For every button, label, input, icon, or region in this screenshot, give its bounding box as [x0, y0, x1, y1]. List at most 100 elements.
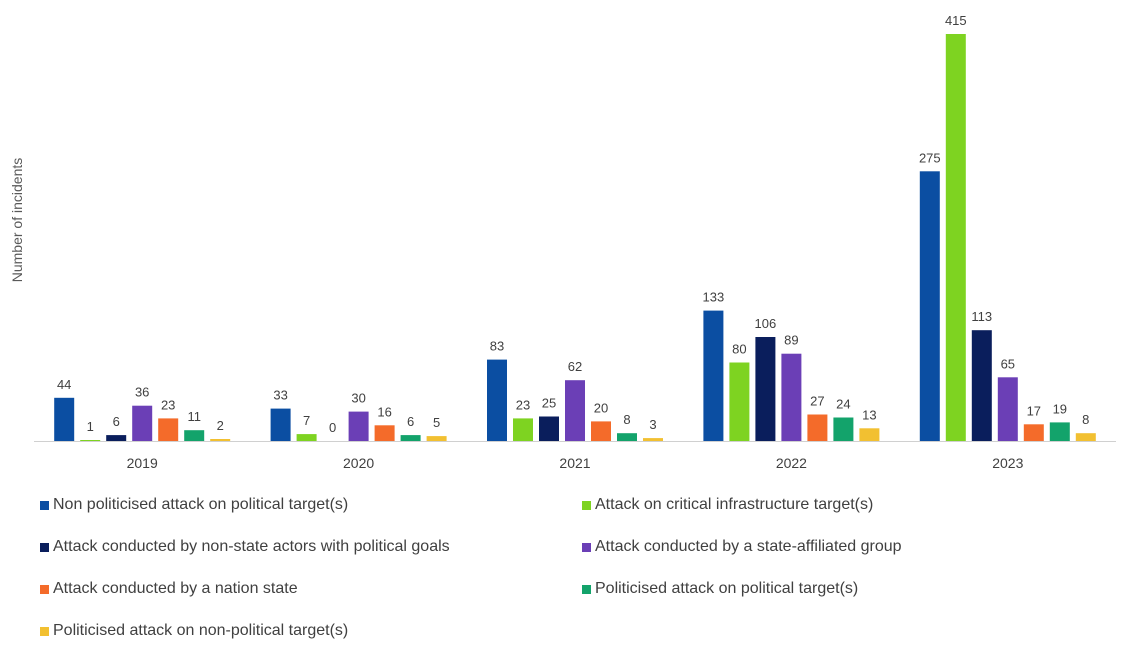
bar-2022-series-7	[859, 428, 880, 441]
bar-2021-series-5	[591, 421, 611, 441]
bar-2021-series-2	[513, 418, 533, 441]
bar-2021-series-1	[487, 359, 507, 441]
data-label-2019-series-3: 6	[113, 414, 120, 429]
bars-group	[54, 34, 1096, 442]
data-label-2019-series-2: 1	[87, 419, 94, 434]
data-label-2021-series-5: 20	[594, 400, 608, 415]
bar-2021-series-7	[643, 438, 663, 441]
legend-item-2: Attack on critical infrastructure target…	[582, 496, 873, 514]
bar-2019-series-5	[158, 418, 179, 441]
legend-item-6: Politicised attack on political target(s…	[582, 580, 858, 598]
data-label-2022-series-3: 106	[755, 316, 777, 331]
bar-2022-series-3	[755, 337, 776, 441]
legend-label: Non politicised attack on political targ…	[53, 496, 349, 513]
bar-2020-series-7	[426, 436, 447, 441]
data-label-2020-series-1: 33	[273, 388, 287, 403]
legend-swatch	[40, 626, 49, 636]
legend-label: Politicised attack on political target(s…	[595, 580, 859, 597]
bar-2023-series-2	[945, 34, 966, 441]
data-label-2021-series-3: 25	[542, 396, 556, 411]
bar-2023-series-6	[1049, 422, 1070, 441]
data-label-2021-series-6: 8	[623, 412, 630, 427]
legend-item-3: Attack conducted by non-state actors wit…	[40, 538, 450, 556]
bar-2019-series-6	[184, 430, 205, 441]
data-label-2022-series-5: 27	[810, 394, 824, 409]
bar-2020-series-1	[270, 408, 291, 441]
data-label-2020-series-7: 5	[433, 415, 440, 430]
data-label-2019-series-4: 36	[135, 385, 149, 400]
legend-swatch	[582, 542, 591, 552]
bar-2020-series-5	[374, 425, 395, 441]
data-label-2022-series-2: 80	[732, 342, 746, 357]
x-tick-label-2021: 2021	[559, 455, 590, 471]
legend-label: Attack conducted by non-state actors wit…	[53, 538, 450, 555]
bar-2023-series-3	[971, 330, 992, 441]
legend-swatch	[582, 584, 591, 594]
data-label-2023-series-7: 8	[1082, 412, 1089, 427]
bar-2020-series-4	[348, 411, 369, 441]
data-label-2022-series-4: 89	[784, 333, 798, 348]
data-label-2023-series-3: 113	[971, 309, 992, 324]
legend-label: Attack conducted by a state-affiliated g…	[595, 538, 902, 555]
bar-2020-series-2	[296, 434, 317, 441]
data-label-2023-series-2: 415	[945, 13, 967, 28]
x-tick-label-2023: 2023	[992, 455, 1023, 471]
legend-label: Politicised attack on non-political targ…	[53, 622, 349, 639]
data-label-2021-series-2: 23	[516, 397, 530, 412]
y-axis-label: Number of incidents	[9, 158, 25, 283]
bar-2022-series-6	[833, 417, 854, 441]
bar-2023-series-4	[997, 377, 1018, 441]
data-label-2019-series-7: 2	[217, 418, 224, 433]
legend-item-5: Attack conducted by a nation state	[40, 580, 298, 598]
data-label-2023-series-5: 17	[1027, 403, 1041, 418]
data-label-2023-series-4: 65	[1001, 356, 1015, 371]
data-label-2020-series-5: 16	[377, 404, 391, 419]
bar-2019-series-3	[106, 435, 127, 441]
legend-swatch	[40, 500, 49, 510]
data-label-2021-series-7: 3	[649, 417, 656, 432]
legend-label: Attack conducted by a nation state	[53, 580, 298, 597]
bar-2022-series-1	[703, 310, 724, 441]
data-label-2019-series-6: 11	[187, 409, 201, 424]
x-tick-label-2019: 2019	[127, 455, 158, 471]
x-tick-label-2020: 2020	[343, 455, 374, 471]
data-label-2020-series-6: 6	[407, 414, 414, 429]
legend-item-1: Non politicised attack on political targ…	[40, 496, 348, 514]
legend-item-7: Politicised attack on non-political targ…	[40, 622, 348, 640]
data-label-2022-series-1: 133	[703, 290, 725, 305]
data-label-2023-series-1: 275	[919, 150, 941, 165]
bar-2021-series-3	[539, 416, 559, 441]
bar-2019-series-7	[210, 439, 231, 441]
bar-2021-series-4	[565, 380, 585, 441]
bar-2023-series-7	[1075, 433, 1096, 441]
bar-2021-series-6	[617, 433, 637, 441]
legend-swatch	[40, 584, 49, 594]
legend-swatch	[582, 500, 591, 510]
data-label-2022-series-7: 13	[862, 407, 876, 422]
bar-2022-series-4	[781, 353, 802, 441]
data-label-2020-series-3: 0	[329, 420, 336, 435]
bar-2023-series-1	[919, 171, 940, 442]
bar-2019-series-1	[54, 397, 75, 441]
data-label-2022-series-6: 24	[836, 397, 850, 412]
bar-2019-series-4	[132, 405, 153, 441]
bar-2023-series-5	[1023, 424, 1044, 441]
legend-swatch	[40, 542, 49, 552]
data-label-2021-series-1: 83	[490, 339, 504, 354]
bar-2022-series-2	[729, 362, 750, 441]
data-label-2020-series-2: 7	[303, 413, 310, 428]
legend-item-4: Attack conducted by a state-affiliated g…	[582, 538, 902, 556]
data-label-2021-series-4: 62	[568, 359, 582, 374]
x-tick-labels-group: 2019 2020 2021 2022 2023	[127, 455, 1024, 471]
legend-label: Attack on critical infrastructure target…	[595, 496, 874, 513]
data-label-2020-series-4: 30	[351, 391, 365, 406]
bar-2019-series-2	[80, 440, 101, 441]
data-label-2019-series-5: 23	[161, 397, 175, 412]
bar-2020-series-6	[400, 435, 421, 441]
bar-2022-series-5	[807, 414, 828, 441]
data-label-2019-series-1: 44	[57, 377, 71, 392]
x-tick-label-2022: 2022	[776, 455, 807, 471]
data-label-2023-series-6: 19	[1053, 401, 1067, 416]
